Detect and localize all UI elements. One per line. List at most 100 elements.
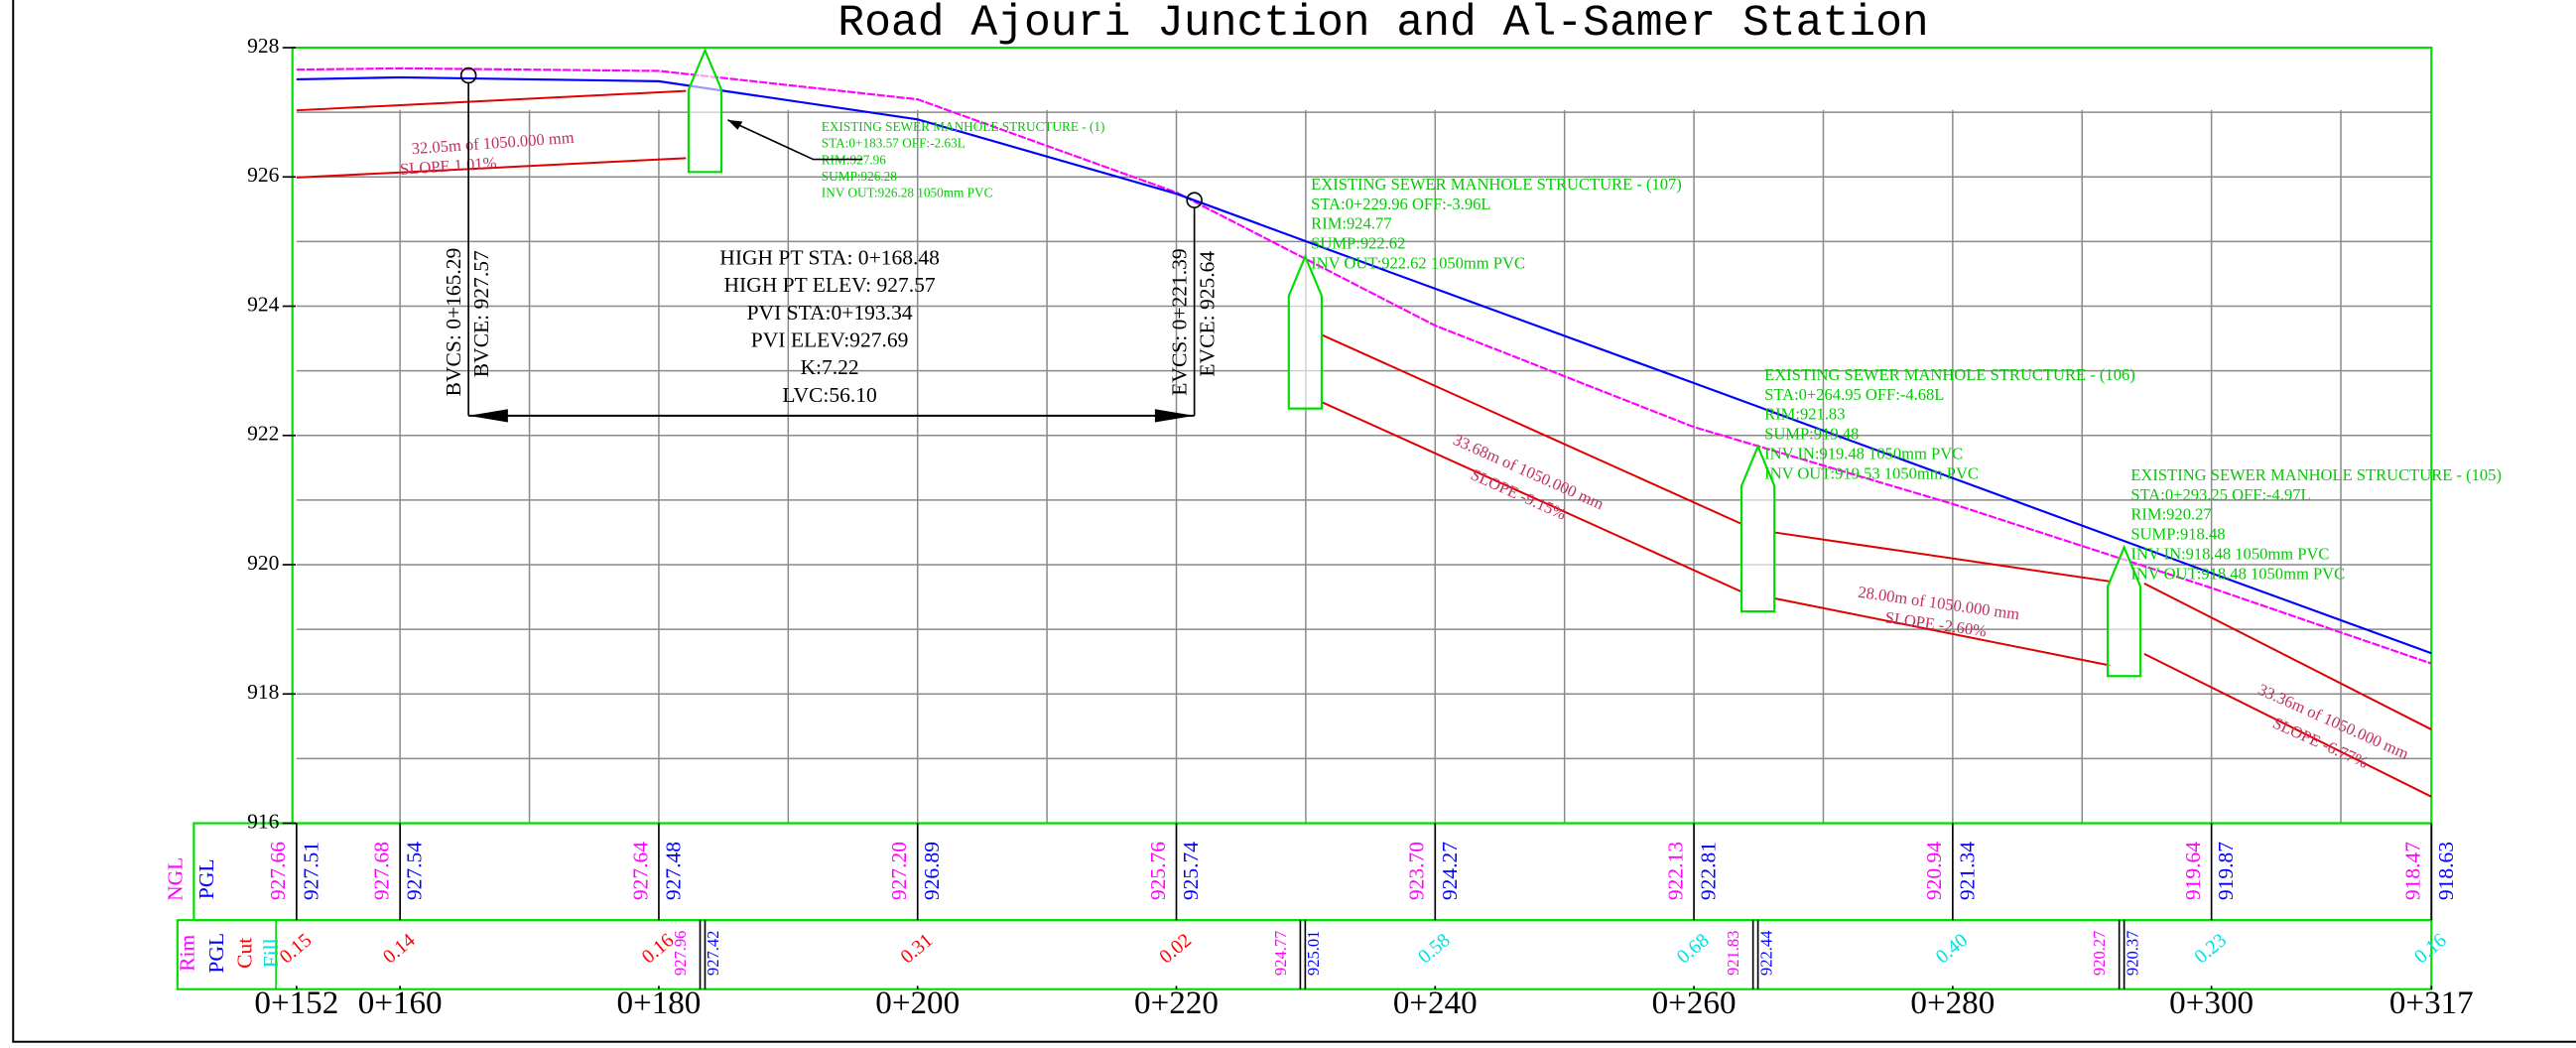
pgl-value: 927.42 [704, 931, 722, 977]
manhole-note: SUMP:926.28 [822, 169, 897, 184]
x-tick-label: 0+280 [1910, 984, 1995, 1021]
pgl-value: 919.87 [2214, 842, 2238, 900]
sheet-border [12, 0, 2576, 1043]
x-tick-label: 0+220 [1134, 984, 1219, 1021]
y-tick-label: 924 [247, 292, 280, 316]
manhole [1739, 444, 1776, 613]
pgl-value: 921.34 [1955, 842, 1979, 900]
manhole [2106, 544, 2142, 678]
manhole [687, 47, 723, 174]
curve-label: EVCS: 0+221.39 [1167, 248, 1191, 395]
leader [727, 119, 863, 161]
ngl-value: 923.70 [1405, 842, 1429, 900]
pgl-value: 924.27 [1438, 842, 1462, 900]
manhole-title: EXISTING SEWER MANHOLE STRUCTURE - (107) [1311, 175, 1682, 194]
pgl-value: 925.01 [1304, 931, 1323, 977]
manhole-note: STA:0+183.57 OFF:-2.63L [822, 136, 966, 151]
row-label: Fill [259, 938, 283, 968]
dim-arrow [1154, 409, 1195, 423]
pipe-invert [1773, 596, 2112, 667]
pgl-value: 925.74 [1179, 842, 1203, 900]
x-tick-label: 0+160 [358, 984, 443, 1021]
manhole-note: RIM:921.83 [1764, 405, 1845, 424]
manhole-note: STA:0+229.96 OFF:-3.96L [1311, 195, 1490, 213]
y-tick-label: 926 [247, 163, 280, 187]
pipe-invert [296, 157, 687, 179]
ngl-value: 922.13 [1663, 842, 1687, 900]
x-tick-label: 0+180 [616, 984, 701, 1021]
dim-arrow [468, 409, 508, 423]
y-tick-label: 920 [247, 551, 279, 575]
row-label: PGL [194, 858, 218, 899]
pipe-crown [1773, 531, 2112, 583]
curve-note: PVI STA:0+193.34 [747, 301, 913, 325]
rim-value: 920.27 [2090, 931, 2109, 977]
manhole-note: INV OUT:926.28 1050mm PVC [822, 185, 993, 199]
pgl-value: 920.37 [2123, 931, 2141, 977]
pgl-value: 922.81 [1697, 842, 1721, 900]
manhole-note: INV IN:918.48 1050mm PVC [2130, 544, 2329, 563]
row-label: Cut [232, 938, 256, 969]
curve-note: K:7.22 [800, 355, 858, 379]
pipe-invert [1322, 401, 1742, 593]
pgl-value: 927.51 [299, 842, 322, 900]
manhole-title: EXISTING SEWER MANHOLE STRUCTURE - (105) [2130, 465, 2502, 484]
ngl-value: 925.76 [1146, 842, 1170, 900]
x-tick-label: 0+240 [1393, 984, 1478, 1021]
manhole-note: RIM:920.27 [2130, 505, 2211, 524]
x-tick-label: 0+200 [875, 984, 960, 1021]
rim-value: 924.77 [1271, 931, 1290, 977]
curve-note: HIGH PT ELEV: 927.57 [724, 273, 936, 297]
manhole-note: INV OUT:919.53 1050mm PVC [1764, 463, 1979, 482]
ngl-value: 918.47 [2401, 842, 2425, 900]
manhole-note: RIM:924.77 [1311, 214, 1391, 233]
manhole-note: INV IN:919.48 1050mm PVC [1764, 444, 1963, 462]
rim-value: 927.96 [671, 931, 690, 977]
pgl-value: 926.89 [920, 842, 944, 900]
ngl-value: 927.20 [887, 842, 911, 900]
ngl-value: 927.66 [266, 842, 290, 900]
curve-label: BVCE: 927.57 [469, 250, 493, 377]
pgl-value: 927.48 [661, 842, 685, 900]
manhole [1287, 253, 1324, 410]
row-label: PGL [204, 933, 228, 974]
y-tick-label: 916 [247, 809, 280, 833]
pgl-value: 918.63 [2434, 842, 2458, 900]
row-label: Rim [175, 935, 198, 972]
manhole-title: EXISTING SEWER MANHOLE STRUCTURE - (1) [822, 119, 1105, 134]
chart-title: Road Ajouri Junction and Al-Samer Statio… [837, 0, 1928, 49]
y-tick-label: 922 [247, 422, 279, 446]
manhole-note: INV OUT:918.48 1050mm PVC [2130, 564, 2345, 583]
y-tick-label: 918 [247, 680, 279, 704]
manhole-note: SUMP:918.48 [2130, 525, 2225, 544]
manhole-note: INV OUT:922.62 1050mm PVC [1311, 253, 1525, 272]
ngl-value: 927.64 [628, 842, 652, 900]
ngl-value: 920.94 [1922, 842, 1946, 900]
pipe-crown [2143, 583, 2432, 730]
y-tick-label: 928 [247, 34, 279, 58]
x-tick-label: 0+260 [1652, 984, 1737, 1021]
x-tick-label: 0+300 [2169, 984, 2254, 1021]
pipe-crown [296, 89, 687, 112]
pipe-crown [1322, 333, 1742, 525]
ngl-value: 919.64 [2181, 842, 2205, 900]
rim-value: 921.83 [1724, 931, 1742, 977]
manhole-note: SUMP:919.48 [1764, 425, 1859, 444]
ngl-value: 927.68 [370, 842, 394, 900]
pgl-line [296, 75, 2432, 655]
curve-label: EVCE: 925.64 [1195, 251, 1219, 377]
x-tick-label: 0+317 [2389, 984, 2474, 1021]
pipe-invert [2143, 652, 2432, 798]
curve-note: HIGH PT STA: 0+168.48 [719, 246, 940, 270]
curve-note: PVI ELEV:927.69 [751, 328, 909, 351]
x-tick-label: 0+152 [254, 984, 338, 1021]
pgl-value: 927.54 [403, 842, 427, 900]
manhole-note: SUMP:922.62 [1311, 233, 1405, 252]
manhole-note: STA:0+293.25 OFF:-4.97L [2130, 485, 2310, 504]
curve-label: BVCS: 0+165.29 [442, 248, 465, 397]
leader-arrow [727, 119, 743, 130]
manhole-note: STA:0+264.95 OFF:-4.68L [1764, 385, 1944, 404]
pgl-value: 922.44 [1756, 930, 1775, 976]
